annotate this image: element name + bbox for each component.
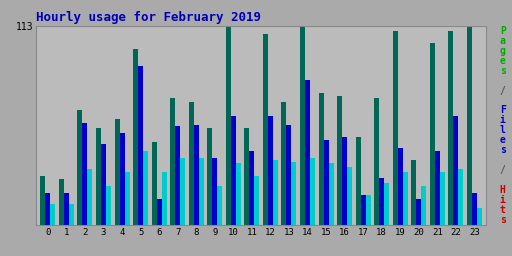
Text: g: g: [500, 46, 506, 56]
Text: /: /: [500, 165, 506, 175]
Bar: [189, 102, 194, 225]
Bar: [356, 137, 360, 225]
Bar: [286, 125, 291, 225]
Bar: [360, 195, 366, 225]
Bar: [143, 151, 148, 225]
Bar: [249, 151, 254, 225]
Bar: [133, 49, 138, 225]
Bar: [398, 147, 402, 225]
Text: P: P: [500, 26, 506, 36]
Bar: [217, 186, 222, 225]
Bar: [430, 43, 435, 225]
Bar: [449, 31, 453, 225]
Text: F: F: [500, 105, 506, 115]
Bar: [374, 98, 379, 225]
Bar: [337, 96, 342, 225]
Text: s: s: [500, 215, 506, 225]
Bar: [342, 137, 347, 225]
Bar: [212, 158, 217, 225]
Bar: [472, 194, 477, 225]
Bar: [310, 158, 315, 225]
Bar: [477, 208, 482, 225]
Bar: [458, 169, 463, 225]
Text: i: i: [500, 115, 506, 125]
Bar: [421, 186, 426, 225]
Bar: [440, 172, 445, 225]
Bar: [453, 116, 458, 225]
Bar: [106, 186, 111, 225]
Bar: [59, 179, 64, 225]
Bar: [305, 80, 310, 225]
Text: /: /: [500, 86, 506, 95]
Bar: [379, 178, 384, 225]
Text: s: s: [500, 66, 506, 76]
Bar: [170, 98, 175, 225]
Bar: [138, 66, 143, 225]
Bar: [96, 128, 101, 225]
Text: i: i: [500, 195, 506, 205]
Bar: [268, 116, 273, 225]
Bar: [384, 183, 389, 225]
Text: e: e: [500, 135, 506, 145]
Bar: [300, 26, 305, 225]
Bar: [435, 151, 440, 225]
Bar: [157, 199, 162, 225]
Bar: [64, 194, 69, 225]
Bar: [366, 195, 371, 225]
Bar: [207, 128, 212, 225]
Bar: [273, 160, 278, 225]
Bar: [152, 142, 157, 225]
Text: a: a: [500, 36, 506, 46]
Bar: [50, 204, 55, 225]
Bar: [101, 144, 106, 225]
Bar: [416, 199, 421, 225]
Bar: [324, 141, 329, 225]
Bar: [231, 116, 236, 225]
Bar: [254, 176, 260, 225]
Bar: [115, 119, 120, 225]
Bar: [411, 160, 416, 225]
Bar: [263, 35, 268, 225]
Bar: [329, 163, 333, 225]
Text: l: l: [500, 125, 506, 135]
Bar: [194, 125, 199, 225]
Bar: [236, 163, 241, 225]
Text: t: t: [500, 205, 506, 215]
Bar: [175, 126, 180, 225]
Bar: [88, 169, 93, 225]
Bar: [199, 158, 204, 225]
Bar: [40, 176, 46, 225]
Bar: [120, 133, 124, 225]
Text: s: s: [500, 145, 506, 155]
Bar: [402, 172, 408, 225]
Bar: [162, 172, 166, 225]
Bar: [82, 123, 88, 225]
Bar: [318, 93, 324, 225]
Bar: [347, 167, 352, 225]
Bar: [226, 26, 231, 225]
Bar: [46, 194, 50, 225]
Text: e: e: [500, 56, 506, 66]
Bar: [180, 158, 185, 225]
Bar: [393, 31, 398, 225]
Bar: [77, 110, 82, 225]
Bar: [244, 128, 249, 225]
Bar: [291, 162, 296, 225]
Bar: [467, 27, 472, 225]
Text: Hourly usage for February 2019: Hourly usage for February 2019: [36, 12, 261, 24]
Bar: [124, 172, 130, 225]
Text: H: H: [500, 185, 506, 195]
Bar: [69, 204, 74, 225]
Bar: [282, 102, 286, 225]
